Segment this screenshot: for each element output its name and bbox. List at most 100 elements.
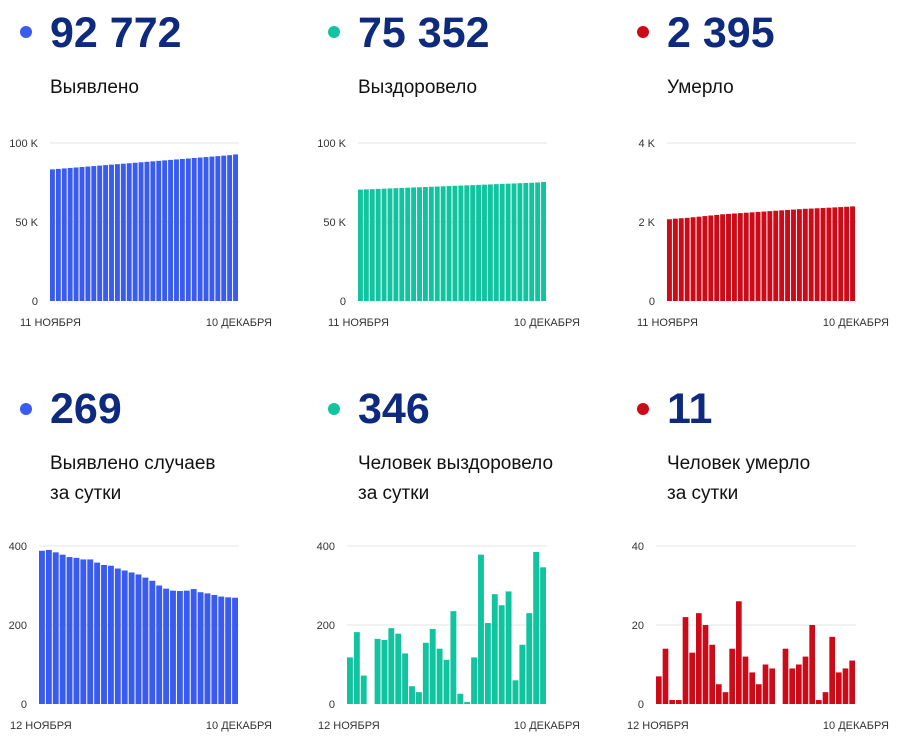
bar bbox=[163, 588, 170, 704]
bar bbox=[791, 209, 796, 301]
bar bbox=[415, 692, 422, 704]
bar bbox=[762, 664, 769, 704]
bar bbox=[417, 187, 422, 301]
bar bbox=[179, 158, 185, 301]
bar bbox=[729, 648, 735, 704]
bar bbox=[436, 648, 443, 704]
bar bbox=[209, 156, 215, 301]
bar bbox=[849, 660, 855, 704]
bar bbox=[452, 185, 458, 301]
bar bbox=[218, 596, 225, 704]
bar bbox=[126, 163, 132, 301]
bar bbox=[676, 700, 682, 704]
bar bbox=[183, 590, 190, 704]
bar bbox=[726, 213, 731, 301]
series-dot-icon bbox=[637, 403, 649, 415]
bar bbox=[409, 686, 415, 704]
y-tick-label: 400 bbox=[317, 541, 335, 553]
bar-chart: 0 20 40 12 НОЯБРЯ 10 ДЕКАБРЯ bbox=[627, 541, 889, 732]
bar bbox=[138, 162, 144, 301]
bar bbox=[761, 211, 767, 301]
bar bbox=[809, 625, 815, 704]
bar bbox=[749, 672, 755, 704]
bar bbox=[170, 590, 176, 704]
y-tick-label: 200 bbox=[9, 620, 27, 632]
bar bbox=[505, 183, 511, 301]
bar bbox=[478, 554, 484, 704]
bar bbox=[405, 187, 411, 301]
bar bbox=[422, 642, 429, 704]
x-tick-label: 10 ДЕКАБРЯ bbox=[206, 720, 272, 732]
bar bbox=[73, 167, 79, 301]
bar bbox=[353, 632, 360, 704]
bar bbox=[796, 664, 802, 704]
bar bbox=[174, 159, 179, 301]
bar bbox=[672, 218, 678, 301]
bar bbox=[191, 158, 197, 301]
bar bbox=[114, 568, 121, 704]
bar bbox=[541, 181, 546, 301]
bar bbox=[832, 207, 838, 301]
bar bbox=[434, 186, 440, 301]
bar bbox=[526, 613, 533, 704]
bar bbox=[836, 672, 842, 704]
bar bbox=[814, 208, 820, 301]
bar-chart: 0 200 400 12 НОЯБРЯ 10 ДЕКАБРЯ bbox=[317, 541, 580, 732]
bar bbox=[103, 165, 109, 301]
bar bbox=[709, 644, 715, 704]
bar bbox=[121, 570, 128, 704]
bar bbox=[779, 210, 785, 301]
bar bbox=[402, 653, 409, 704]
bar bbox=[203, 157, 209, 301]
x-tick-label: 11 НОЯБРЯ bbox=[20, 317, 81, 329]
bar bbox=[80, 559, 87, 704]
bar bbox=[458, 185, 464, 301]
y-tick-label: 100 K bbox=[9, 138, 38, 150]
bar bbox=[731, 213, 737, 301]
bar bbox=[94, 562, 101, 704]
bar bbox=[225, 597, 232, 704]
bar bbox=[682, 617, 689, 704]
bar bbox=[540, 567, 546, 704]
bar bbox=[369, 189, 375, 301]
bar bbox=[844, 206, 850, 301]
x-tick-label: 12 НОЯБРЯ bbox=[10, 720, 72, 732]
bar bbox=[482, 184, 487, 301]
bar bbox=[756, 684, 762, 704]
bar bbox=[755, 211, 761, 301]
x-tick-label: 10 ДЕКАБРЯ bbox=[823, 317, 889, 329]
bar bbox=[61, 168, 67, 301]
bar bbox=[720, 214, 726, 301]
bar-chart: 0 200 400 12 НОЯБРЯ 10 ДЕКАБРЯ bbox=[9, 541, 272, 732]
bar bbox=[156, 585, 163, 704]
bar bbox=[97, 165, 103, 301]
y-tick-label: 0 bbox=[340, 296, 346, 308]
bar bbox=[52, 552, 59, 704]
bar bbox=[529, 182, 535, 301]
bar bbox=[114, 164, 120, 301]
bar bbox=[107, 565, 114, 704]
bar bbox=[785, 209, 791, 301]
bar bbox=[149, 580, 156, 704]
bar bbox=[446, 186, 452, 301]
bar bbox=[120, 163, 126, 301]
bar bbox=[535, 182, 541, 301]
x-tick-label: 11 НОЯБРЯ bbox=[637, 317, 698, 329]
bar bbox=[838, 207, 844, 301]
bar bbox=[850, 206, 855, 301]
bar bbox=[233, 154, 238, 301]
bar bbox=[743, 212, 749, 301]
bar bbox=[773, 210, 779, 301]
bar-chart: 0 2 K 4 K 11 НОЯБРЯ 10 ДЕКАБРЯ bbox=[637, 138, 889, 329]
bar bbox=[197, 592, 204, 704]
y-tick-label: 200 bbox=[317, 620, 335, 632]
y-tick-label: 0 bbox=[649, 296, 655, 308]
bar bbox=[826, 207, 832, 301]
bar bbox=[381, 188, 387, 301]
panel-label-line1: Выздоровело bbox=[358, 77, 478, 98]
bar bbox=[802, 656, 809, 704]
bar bbox=[399, 187, 405, 301]
bar bbox=[363, 189, 369, 301]
bar bbox=[464, 702, 471, 704]
x-tick-label: 11 НОЯБРЯ bbox=[328, 317, 389, 329]
